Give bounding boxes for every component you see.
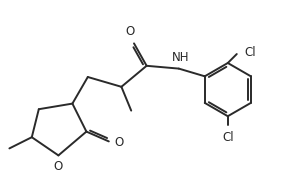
Text: O: O (125, 25, 134, 38)
Text: O: O (54, 161, 63, 173)
Text: Cl: Cl (244, 46, 256, 59)
Text: NH: NH (171, 51, 189, 64)
Text: O: O (114, 136, 124, 149)
Text: Cl: Cl (222, 131, 234, 144)
